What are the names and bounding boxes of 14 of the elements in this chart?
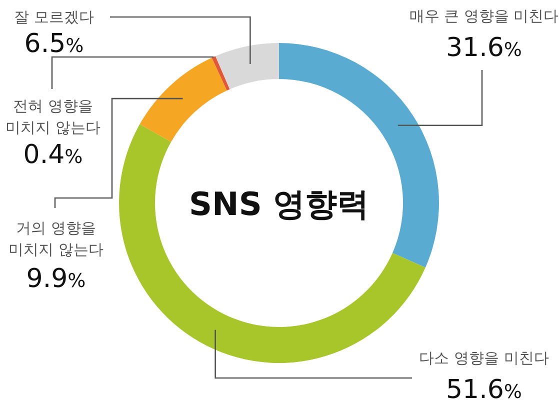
data-label: 9.9% xyxy=(26,264,86,294)
donut-slice xyxy=(212,56,230,90)
text: SNS 영향력 xyxy=(188,185,370,223)
slice-label: 다소 영향을 미친다 xyxy=(419,349,549,367)
slice-label: 전혀 영향을 미치지 않는다 xyxy=(6,97,100,136)
data-label: 51.6% xyxy=(446,375,522,405)
slice-label: 거의 영향을 미치지 않는다 xyxy=(8,219,104,258)
slice-label: 매우 큰 영향을 미친다 xyxy=(409,7,559,25)
slice-label: 잘 모르겠다 xyxy=(14,8,94,26)
donut-slice xyxy=(140,58,227,142)
data-label: 31.6% xyxy=(446,33,522,63)
data-label: 6.5% xyxy=(24,29,84,59)
donut-slice xyxy=(215,43,279,90)
data-label: 0.4% xyxy=(23,140,83,170)
